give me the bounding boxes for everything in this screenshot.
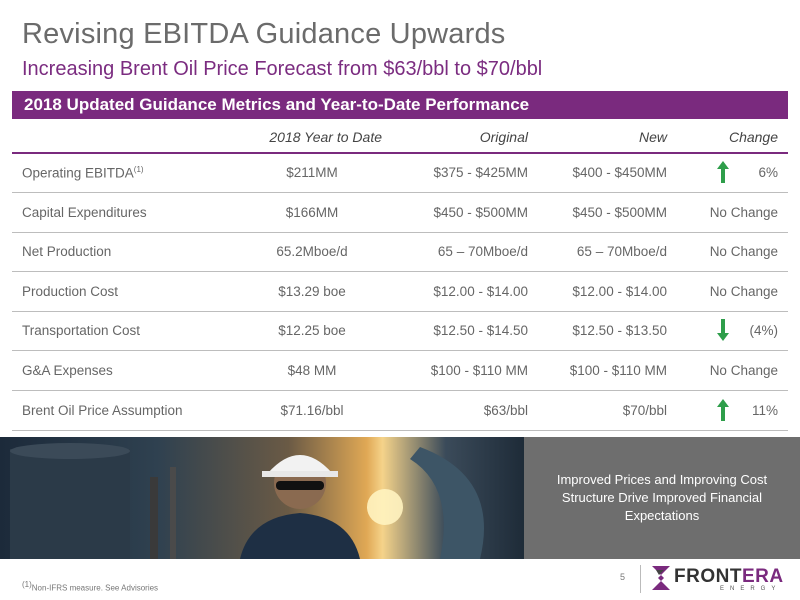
original-cell: 65 – 70Mboe/d <box>437 244 528 260</box>
frontera-logo-icon <box>652 566 670 590</box>
new-cell: $450 - $500MM <box>572 204 667 220</box>
change-cell: No Change <box>709 204 778 220</box>
ytd-cell: $48 MM <box>287 363 337 378</box>
arrow-up-icon <box>717 161 729 183</box>
table-row: G&A Expenses $48 MM $100 - $110 MM $100 - $… <box>12 351 788 391</box>
change-cell: 11% <box>751 402 778 418</box>
tank-top-shape <box>10 443 130 459</box>
table-row: Production Cost $13.29 boe $12.00 - $14.00… <box>12 272 788 312</box>
original-cell: $100 - $110 MM <box>430 363 528 378</box>
metric-cell: Production Cost <box>22 283 119 299</box>
original-cell: $12.50 - $14.50 <box>433 323 528 339</box>
metric-cell: G&A Expenses <box>22 363 113 378</box>
new-cell: $400 - $450MM <box>572 165 667 180</box>
table-row: Net Production 65.2Mboe/d 65 – 70Mboe/d 65 … <box>12 232 788 273</box>
table-row: Transportation Cost $12.25 boe $12.50 - $1… <box>12 311 788 352</box>
page-title: Revising EBITDA Guidance Upwards <box>22 18 506 50</box>
table-header: 2018 Year to Date Original New Change <box>12 124 788 154</box>
change-cell: No Change <box>709 244 778 260</box>
page-subtitle: Increasing Brent Oil Price Forecast from… <box>22 58 543 80</box>
arrow-up-icon <box>717 398 729 421</box>
footnote-reference: (1) <box>133 165 144 174</box>
original-cell: $63/bbl <box>483 402 528 418</box>
footnote: (1)Non-IFRS measure. See Advisories <box>22 580 158 593</box>
footnote-marker: (1) <box>22 580 32 589</box>
hard-hat-shape <box>268 455 332 473</box>
ytd-cell: 65.2Mboe/d <box>276 244 348 260</box>
header-original: Original <box>479 129 528 145</box>
section-banner: 2018 Updated Guidance Metrics and Year-t… <box>12 91 788 119</box>
ytd-cell: $166MM <box>285 204 339 220</box>
header-change: Change <box>728 129 778 145</box>
sun-glow <box>367 489 403 525</box>
company-logo-subtext: ENERGY <box>720 586 782 592</box>
table-row: Brent Oil Price Assumption $71.16/bbl $63/… <box>12 391 788 431</box>
new-cell: $12.00 - $14.00 <box>572 283 667 299</box>
banner-label: 2018 Updated Guidance Metrics and Year-t… <box>24 95 530 114</box>
original-cell: $12.00 - $14.00 <box>433 283 528 299</box>
pipe-shape-2 <box>170 467 176 559</box>
change-cell: No Change <box>709 363 778 378</box>
footer-divider <box>640 565 641 593</box>
company-logo-text: FRONTERA <box>674 566 784 587</box>
metric-cell: Operating EBITDA(1) <box>22 165 144 181</box>
storage-tank-shape <box>10 449 130 559</box>
arrow-down-icon <box>717 319 729 342</box>
new-cell: 65 – 70Mboe/d <box>576 244 667 260</box>
footnote-text: Non-IFRS measure. See Advisories <box>31 583 159 593</box>
metric-cell: Brent Oil Price Assumption <box>22 402 183 418</box>
new-cell: $12.50 - $13.50 <box>572 323 667 339</box>
new-cell: $70/bbl <box>622 402 667 418</box>
original-cell: $375 - $425MM <box>433 165 528 180</box>
ytd-cell: $12.25 boe <box>278 323 346 339</box>
metric-cell: Transportation Cost <box>22 323 141 339</box>
metric-cell: Net Production <box>22 244 112 260</box>
worker-body <box>240 513 360 559</box>
ytd-cell: $71.16/bbl <box>280 402 344 418</box>
sunglasses-shape <box>276 481 324 490</box>
header-new: New <box>638 129 667 145</box>
metric-cell: Capital Expenditures <box>22 204 147 220</box>
ytd-cell: $211MM <box>286 165 338 180</box>
ytd-cell: $13.29 boe <box>278 283 346 299</box>
change-cell: (4%) <box>749 323 778 339</box>
header-ytd: 2018 Year to Date <box>269 129 382 145</box>
oil-worker-photo <box>0 437 524 559</box>
hard-hat-brim <box>262 471 338 477</box>
table-row: Capital Expenditures $166MM $450 - $500MM $… <box>12 193 788 233</box>
callout-text: Improved Prices and Improving Cost Struc… <box>556 472 768 523</box>
pipe-shape <box>150 477 158 559</box>
page-number: 5 <box>620 572 626 582</box>
original-cell: $450 - $500MM <box>433 204 528 220</box>
valve-wheel-shape <box>410 447 484 559</box>
new-cell: $100 - $110 MM <box>569 363 667 378</box>
table-row: Operating EBITDA(1) $211MM $375 - $425MM $4… <box>12 153 788 193</box>
callout-panel: Improved Prices and Improving Cost Struc… <box>524 437 800 559</box>
change-cell: No Change <box>709 283 778 299</box>
change-cell: 6% <box>758 165 778 180</box>
photo-illustration <box>10 443 484 559</box>
